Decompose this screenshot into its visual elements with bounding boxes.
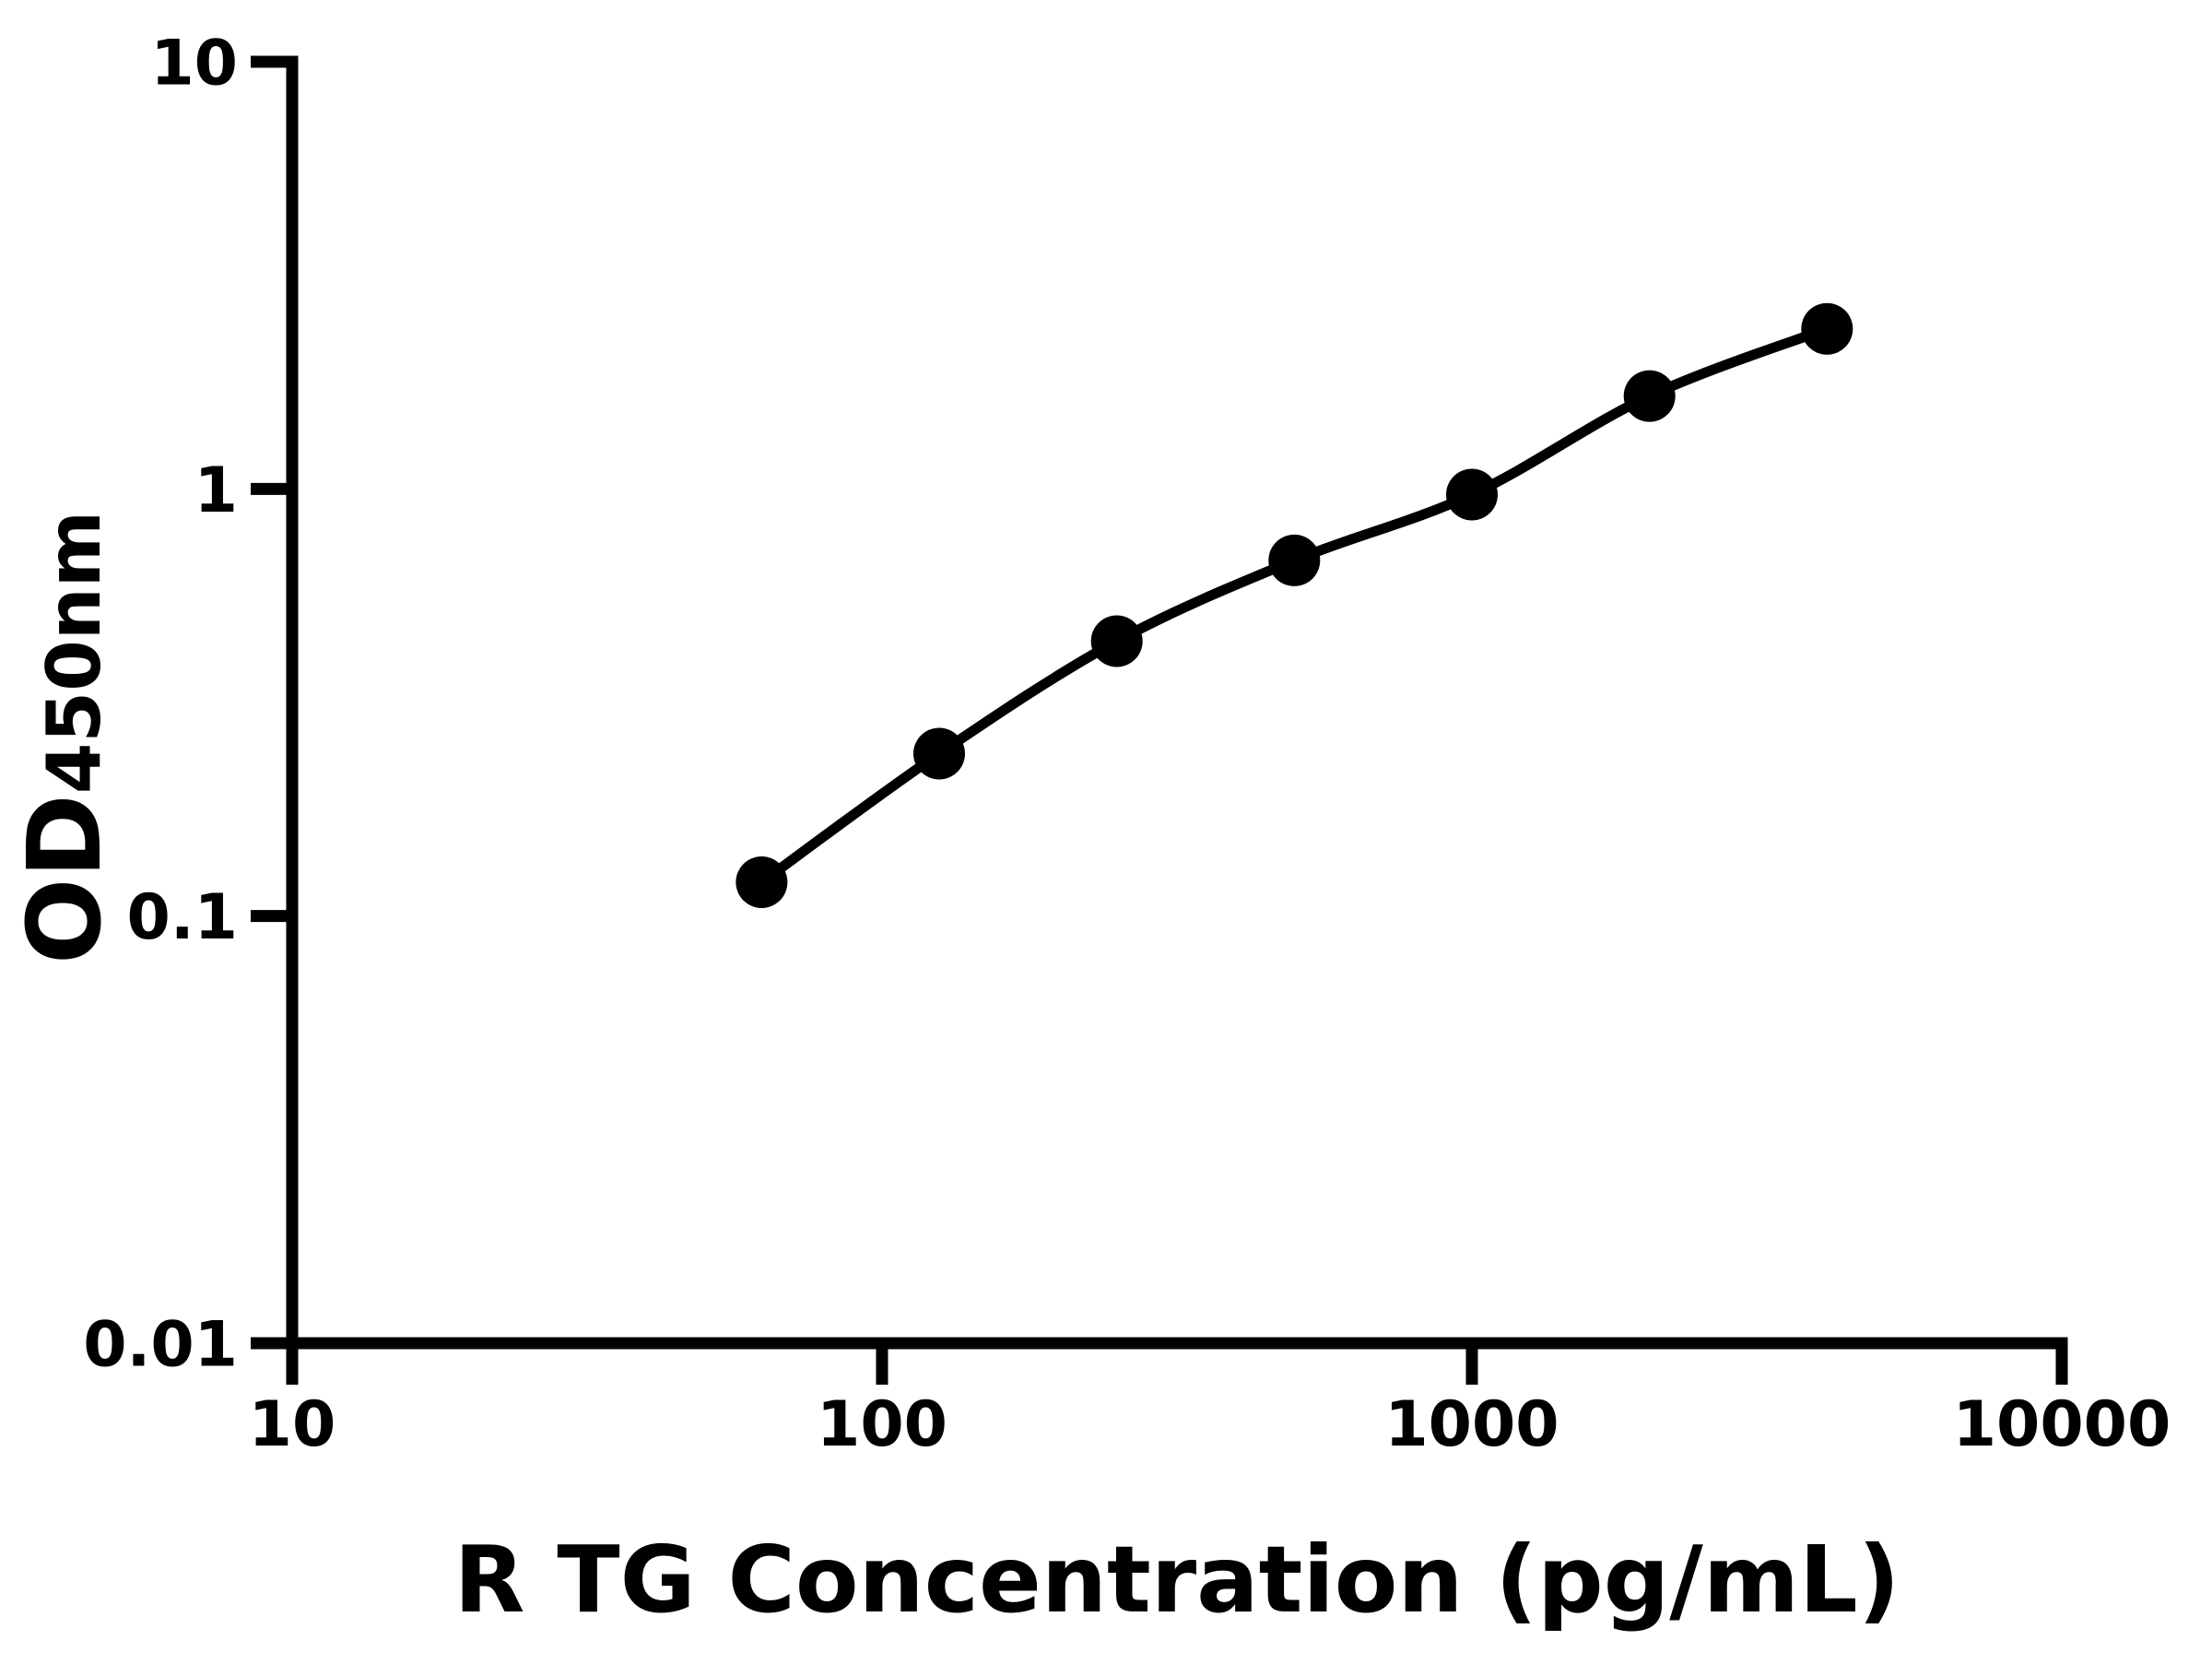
y-axis-title-main: OD — [6, 794, 124, 964]
data-point — [1446, 468, 1498, 521]
y-tick-label: 1 — [194, 454, 238, 527]
data-point — [1623, 370, 1676, 422]
data-point — [913, 727, 965, 780]
data-point — [1268, 534, 1321, 586]
x-tick-label: 10 — [249, 1388, 336, 1461]
x-tick-label: 1000 — [1384, 1388, 1559, 1461]
y-axis-title: OD450nm — [6, 511, 124, 964]
x-tick-label: 10000 — [1953, 1388, 2171, 1461]
x-tick-label: 100 — [817, 1388, 947, 1461]
y-tick-label: 0.1 — [127, 881, 238, 954]
y-tick-label: 0.01 — [83, 1308, 238, 1381]
x-axis-title: R TG Concentration (pg/mL) — [454, 1526, 1900, 1634]
y-axis-title-subscript: 450nm — [31, 511, 117, 794]
data-point — [1090, 615, 1143, 667]
data-point — [1801, 302, 1853, 355]
data-point — [735, 856, 788, 908]
y-tick-label: 10 — [150, 27, 238, 100]
